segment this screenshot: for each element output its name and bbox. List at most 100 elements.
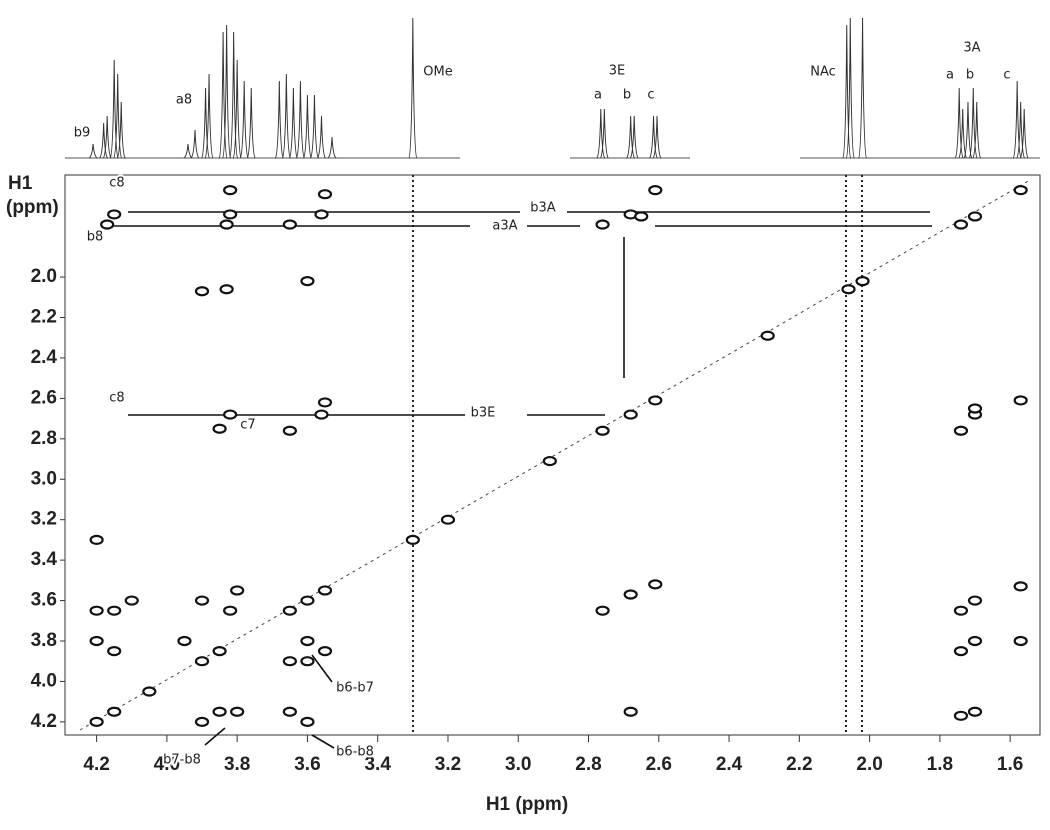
- cross-peak: [953, 425, 969, 436]
- spectrum-peak: [972, 101, 982, 159]
- cross-peak: [107, 646, 122, 657]
- cross-peak: [300, 716, 315, 727]
- cross-peak: [648, 579, 663, 590]
- cross-peak: [89, 534, 104, 546]
- y-tick-label: 2.2: [31, 307, 57, 328]
- spectrum-peak: [204, 73, 214, 159]
- cross-peak: [542, 455, 557, 467]
- cross-peak: [282, 219, 297, 230]
- spectrum-label: a: [594, 88, 602, 103]
- cross-peak: [89, 635, 104, 647]
- cross-peak: [194, 286, 210, 297]
- spectrum-label: a8: [176, 93, 192, 108]
- cross-peak: [194, 595, 210, 606]
- spectrum-peak: [954, 87, 964, 159]
- x-tick-label: 4.2: [83, 754, 109, 775]
- spectrum-label: 3A: [963, 41, 980, 56]
- spectrum-peak: [239, 80, 249, 159]
- cross-peak: [194, 656, 210, 667]
- spectrum-peak: [295, 80, 305, 159]
- y-tick-label: 4.0: [31, 670, 57, 691]
- cross-peak: [282, 425, 297, 436]
- spectrum-peak: [232, 59, 242, 159]
- cross-peak: [107, 605, 122, 616]
- y-tick-label: 2.4: [31, 347, 58, 368]
- annotation: b6-b8: [336, 745, 374, 760]
- spectrum-label: OMe: [423, 65, 452, 80]
- spectrum-peak: [274, 80, 284, 159]
- spectrum-peak: [183, 143, 193, 159]
- y-tick-label: 2.8: [31, 428, 57, 449]
- cross-peak: [124, 595, 139, 606]
- plot-frame: [64, 174, 1041, 736]
- spectrum-peak: [652, 115, 662, 159]
- cross-peak: [1013, 635, 1028, 647]
- diagonal: [79, 179, 1031, 731]
- cross-peak: [300, 635, 315, 647]
- connector: [311, 654, 333, 683]
- cross-peak: [953, 219, 969, 230]
- y-tick-label: 2.6: [31, 387, 57, 408]
- spectrum-peak: [116, 101, 126, 159]
- spectrum-peak: [327, 136, 337, 159]
- cross-peak: [107, 209, 122, 220]
- cross-peak: [595, 219, 610, 230]
- cross-peak: [317, 646, 333, 657]
- cross-peak: [967, 595, 983, 606]
- y-tick-label: 3.0: [31, 468, 57, 489]
- cross-peak: [967, 211, 983, 222]
- y-axis-title: H1: [8, 173, 33, 194]
- spectrum-peak: [842, 24, 852, 159]
- spectrum-peak: [599, 108, 609, 159]
- spectrum-peak: [968, 87, 978, 159]
- spectrum-peak: [317, 115, 326, 159]
- spectrum-peak: [408, 17, 418, 159]
- cross-peak: [760, 330, 775, 341]
- cross-peak: [855, 276, 870, 287]
- spectrum-peak: [1016, 101, 1026, 159]
- cross-peak: [953, 646, 969, 657]
- cross-peak: [648, 395, 663, 406]
- x-tick-label: 1.6: [997, 754, 1023, 775]
- cross-peak: [223, 209, 238, 220]
- spectrum-peak: [1012, 80, 1022, 159]
- spectrum-peak: [281, 73, 291, 159]
- x-tick-label: 2.4: [716, 754, 743, 775]
- spectrum-peak: [858, 17, 868, 159]
- cross-peak: [648, 185, 663, 196]
- spectrum-label: NAc: [810, 65, 836, 80]
- cross-peak: [300, 656, 315, 667]
- spectrum-peak: [218, 31, 228, 159]
- x-tick-label: 2.8: [575, 754, 601, 775]
- spectrum-peak: [99, 122, 109, 159]
- spectrum-peak: [229, 31, 239, 159]
- cross-peak: [317, 585, 333, 596]
- cross-peak: [89, 716, 104, 727]
- cross-peak: [223, 185, 238, 196]
- y-axis-title: (ppm): [6, 197, 59, 218]
- cross-peak: [623, 409, 638, 420]
- spectrum-peak: [845, 17, 855, 159]
- spectrum-peak: [109, 59, 119, 159]
- cross-peak: [405, 534, 420, 546]
- cross-peak: [1013, 581, 1028, 592]
- cross-peak: [967, 706, 983, 717]
- cross-peak: [230, 706, 245, 717]
- annotation: c7: [240, 418, 255, 433]
- spectrum-peak: [626, 115, 636, 159]
- cross-peak: [282, 706, 297, 717]
- spectrum-label: a: [946, 68, 954, 83]
- x-tick-label: 2.6: [646, 754, 672, 775]
- connectors: [110, 211, 932, 749]
- cross-peak: [317, 397, 333, 408]
- cross-peak: [142, 686, 157, 697]
- spectrum-peak: [1019, 108, 1029, 159]
- spectrum-peak: [222, 24, 232, 159]
- annotation: b6-b7: [336, 681, 374, 696]
- y-tick-label: 3.4: [31, 549, 58, 570]
- cross-peak: [623, 706, 638, 717]
- annotation: b3A: [530, 201, 556, 216]
- cross-peak: [314, 409, 329, 420]
